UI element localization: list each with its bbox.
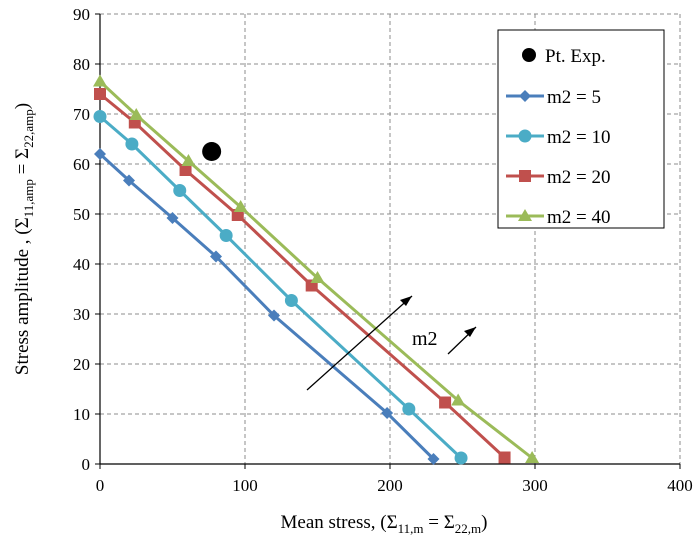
- y-tick-label: 90: [73, 5, 90, 24]
- legend-label: Pt. Exp.: [545, 46, 606, 67]
- data-point: [451, 393, 466, 406]
- legend-marker: [519, 90, 531, 102]
- x-axis-title: Mean stress, (Σ11,m = Σ22,m): [281, 512, 488, 536]
- series-layer: [93, 74, 540, 465]
- data-point: [439, 396, 452, 409]
- annotation-arrow-long-head: [400, 296, 412, 306]
- legend-marker: [518, 209, 532, 221]
- legend-label: m2 = 5: [547, 87, 601, 108]
- x-tick-label: 400: [667, 476, 693, 495]
- legend-box: [497, 29, 665, 229]
- legend-marker: [522, 48, 536, 62]
- data-point: [173, 184, 187, 197]
- data-point: [310, 271, 325, 283]
- legend-label: m2 = 20: [547, 167, 611, 188]
- data-point: [94, 88, 106, 100]
- experimental-point: [202, 142, 222, 161]
- y-tick-label: 30: [73, 305, 90, 324]
- legend-entry-experimental: Pt. Exp.: [522, 46, 606, 67]
- data-point: [525, 451, 540, 463]
- data-point: [498, 451, 511, 464]
- data-point: [402, 402, 416, 416]
- legend: Pt. Exp. m2 = 5 m2 = 10 m2 = 20 m2 = 40: [497, 29, 665, 229]
- data-point: [268, 309, 280, 322]
- y-tick-label: 50: [73, 205, 90, 224]
- legend-label: m2 = 10: [547, 127, 611, 148]
- legend-entry-2: m2 = 10: [506, 127, 611, 148]
- data-point: [210, 250, 222, 263]
- data-point: [129, 108, 144, 120]
- x-tick-label: 200: [377, 476, 403, 495]
- data-point: [427, 453, 440, 465]
- y-tick-label: 80: [73, 55, 90, 74]
- data-point: [93, 74, 107, 87]
- data-point: [93, 110, 107, 123]
- annotation-label: m2: [412, 328, 438, 350]
- y-tick-label: 10: [73, 405, 90, 424]
- annotation-arrow-short-head: [464, 327, 476, 337]
- data-point: [125, 137, 139, 151]
- legend-entry-4: m2 = 40: [506, 207, 611, 228]
- data-point: [284, 294, 298, 307]
- series-1: [94, 148, 440, 465]
- series-2: [93, 110, 468, 465]
- x-tick-label: 100: [232, 476, 258, 495]
- legend-entry-1: m2 = 5: [506, 87, 601, 108]
- legend-marker: [518, 129, 532, 143]
- y-tick-label: 70: [73, 105, 90, 124]
- x-tick-label: 0: [96, 476, 105, 495]
- data-point: [179, 164, 192, 176]
- data-point: [166, 212, 179, 224]
- y-tick-labels: 0 10 20 30 40 50 60 70 80 90: [73, 5, 90, 474]
- series-4: [93, 74, 540, 463]
- legend-marker: [519, 170, 531, 182]
- data-point: [219, 229, 233, 242]
- y-axis-title: Stress amplitude , (Σ11,amp = Σ22,amp): [12, 103, 36, 375]
- data-point: [233, 200, 248, 212]
- data-point: [181, 154, 196, 166]
- data-point: [454, 451, 468, 465]
- y-tick-label: 60: [73, 155, 90, 174]
- legend-entry-3: m2 = 20: [506, 167, 611, 188]
- y-tick-label: 40: [73, 255, 90, 274]
- y-tick-label: 20: [73, 355, 90, 374]
- annotation-arrow-long: [306, 295, 413, 391]
- x-tick-labels: 0 100 200 300 400: [96, 476, 693, 495]
- data-point: [381, 407, 394, 419]
- legend-label: m2 = 40: [547, 207, 611, 228]
- data-point: [123, 174, 135, 187]
- x-tick-label: 300: [522, 476, 548, 495]
- y-tick-label: 0: [82, 455, 91, 474]
- annotation: m2: [306, 295, 477, 391]
- data-point: [94, 148, 106, 160]
